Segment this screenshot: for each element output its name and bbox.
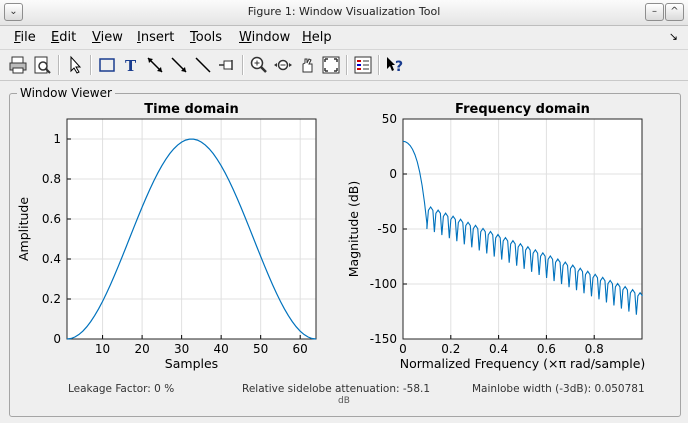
y-tick-label: -150 xyxy=(370,332,397,346)
y-tick-label: 0 xyxy=(389,167,397,181)
window-viewer-panel xyxy=(9,93,681,417)
x-tick-label: 30 xyxy=(174,342,189,356)
whats-this-icon[interactable]: ? xyxy=(384,54,406,76)
x-tick-label: 0 xyxy=(399,342,407,356)
y-tick-label: -100 xyxy=(370,277,397,291)
toolbar-separator xyxy=(58,55,60,75)
axes-box xyxy=(66,118,317,340)
time-domain-series-line xyxy=(66,138,317,340)
toolbar-separator xyxy=(90,55,92,75)
x-tick-label: 0.8 xyxy=(585,342,604,356)
x-tick-label: 0.4 xyxy=(489,342,508,356)
plot-area xyxy=(67,119,316,339)
x-tick-label: 50 xyxy=(253,342,268,356)
svg-text:?: ? xyxy=(395,59,403,75)
menu-view[interactable]: View xyxy=(92,30,123,45)
maximize-button[interactable]: ^ xyxy=(665,3,684,21)
x-tick-label: 40 xyxy=(214,342,229,356)
toolbar-separator xyxy=(378,55,380,75)
menu-tools[interactable]: Tools xyxy=(190,30,223,45)
pin-icon[interactable] xyxy=(216,54,238,76)
leakage-factor-text: Leakage Factor: 0 % xyxy=(68,383,175,395)
sidelobe-unit-text: dB xyxy=(338,396,350,406)
sidelobe-attenuation-text: Relative sidelobe attenuation: -58.1 xyxy=(242,383,431,395)
dock-arrow-icon[interactable]: ↘ xyxy=(668,30,678,43)
arrow-icon[interactable] xyxy=(168,54,190,76)
zoom-in-icon[interactable] xyxy=(248,54,270,76)
minimize-button[interactable]: – xyxy=(645,3,664,21)
toolbar-separator xyxy=(242,55,244,75)
toolbar: T ? xyxy=(0,49,688,81)
axes-box xyxy=(402,118,643,340)
y-tick-label: -50 xyxy=(377,222,397,236)
chart-title: Time domain xyxy=(144,102,238,117)
text-icon[interactable]: T xyxy=(120,54,142,76)
toolbar-separator xyxy=(346,55,348,75)
y-tick-label: 0 xyxy=(53,332,61,346)
y-tick-label: 0.8 xyxy=(42,172,61,186)
frequency-domain-chart[interactable]: 0 0.2 0.4 0.6 0.8 -150 -100 -50 0 50 Frequency dom… xyxy=(346,102,645,371)
panel-title: Window Viewer xyxy=(17,86,115,100)
menu-insert[interactable]: Insert xyxy=(137,30,175,45)
menu-window[interactable]: Window xyxy=(239,30,291,45)
frequency-domain-series-line xyxy=(402,140,643,315)
x-axis-label: Samples xyxy=(165,356,218,371)
mainlobe-width-text: Mainlobe width (-3dB): 0.050781 xyxy=(472,383,645,395)
x-axis-label: Normalized Frequency (×π rad/sample) xyxy=(400,356,646,371)
print-preview-icon[interactable] xyxy=(31,54,53,76)
x-tick-label: 0.6 xyxy=(537,342,556,356)
y-tick-label: 50 xyxy=(382,112,397,126)
y-tick-label: 0.6 xyxy=(42,212,61,226)
rectangle-icon[interactable] xyxy=(96,54,118,76)
window-title: Figure 1: Window Visualization Tool xyxy=(247,5,441,18)
x-tick-label: 10 xyxy=(95,342,110,356)
pointer-icon[interactable] xyxy=(64,54,86,76)
zoom-out-icon[interactable] xyxy=(272,54,294,76)
pan-icon[interactable] xyxy=(296,54,318,76)
x-tick-label: 0.2 xyxy=(441,342,460,356)
svg-text:T: T xyxy=(125,57,137,75)
menu-file[interactable]: File xyxy=(14,30,36,45)
line-icon[interactable] xyxy=(192,54,214,76)
menu-edit[interactable]: Edit xyxy=(51,30,77,45)
y-axis-label: Magnitude (dB) xyxy=(346,181,361,277)
menu-bar: File Edit View Insert Tools Window Help xyxy=(0,26,688,48)
menu-help[interactable]: Help xyxy=(302,30,332,45)
legend-icon[interactable] xyxy=(352,54,374,76)
window-menu-button[interactable]: ⌄ xyxy=(4,3,23,21)
window-title-bar: Figure 1: Window Visualization Tool ⌄ – … xyxy=(0,0,688,26)
x-tick-label: 20 xyxy=(134,342,149,356)
data-cursor-icon[interactable] xyxy=(320,54,342,76)
chart-title: Frequency domain xyxy=(455,102,590,117)
double-arrow-icon[interactable] xyxy=(144,54,166,76)
x-tick-label: 60 xyxy=(293,342,308,356)
y-tick-label: 0.4 xyxy=(42,252,61,266)
time-domain-chart[interactable]: 10 20 30 40 50 60 0 0.2 0.4 0.6 0.8 1 Time domain Sam… xyxy=(16,102,317,371)
print-icon[interactable] xyxy=(7,54,29,76)
y-tick-label: 0.2 xyxy=(42,292,61,306)
y-axis-label: Amplitude xyxy=(16,197,31,261)
y-tick-label: 1 xyxy=(53,132,61,146)
